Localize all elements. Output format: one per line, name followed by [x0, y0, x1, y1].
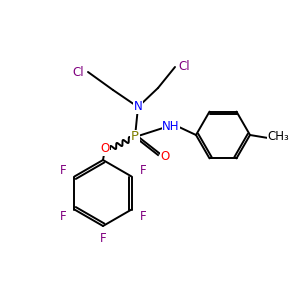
Text: F: F	[100, 232, 106, 245]
Text: NH: NH	[162, 119, 180, 133]
Text: P: P	[131, 130, 139, 143]
Text: Cl: Cl	[72, 65, 84, 79]
Text: O: O	[100, 142, 109, 155]
Text: O: O	[160, 151, 169, 164]
Text: CH₃: CH₃	[267, 130, 289, 143]
Text: F: F	[60, 164, 67, 176]
Text: N: N	[134, 100, 142, 113]
Text: F: F	[60, 209, 67, 223]
Text: F: F	[140, 209, 146, 223]
Text: F: F	[140, 164, 146, 176]
Text: Cl: Cl	[178, 61, 190, 74]
